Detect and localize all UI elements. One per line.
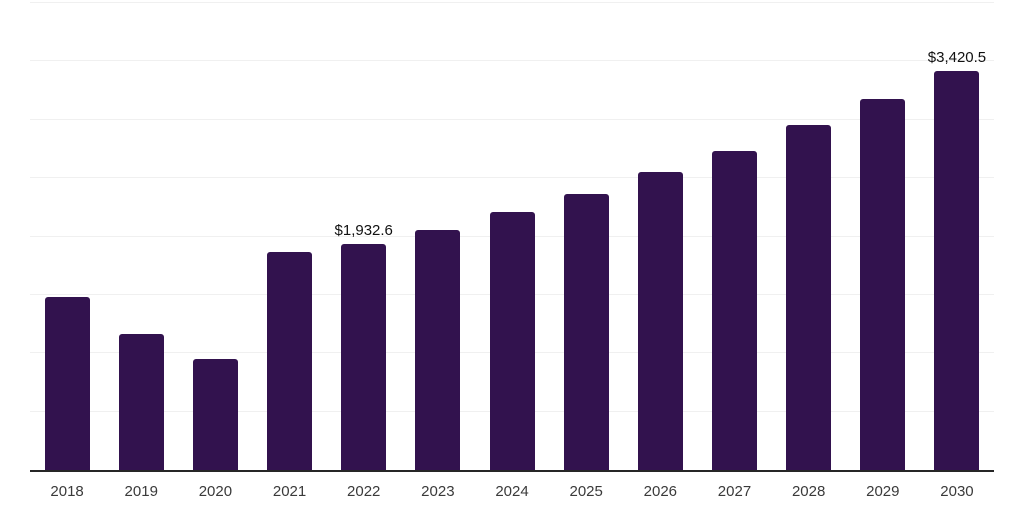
- x-tick-2021: 2021: [272, 483, 307, 500]
- x-tick-2027: 2027: [717, 483, 752, 500]
- bar-slot-2029: [846, 3, 920, 470]
- bar-slot-2030: $3,420.5: [920, 3, 994, 470]
- bar-2027[interactable]: [711, 150, 757, 470]
- bar-slot-2020: [178, 3, 252, 470]
- bar-slot-2023: [401, 3, 475, 470]
- gridline-4000: [30, 2, 994, 3]
- x-tick-2018: 2018: [50, 483, 84, 500]
- bar-slot-2022: $1,932.6: [327, 3, 401, 470]
- bars-row: $1,932.6 $3,420.5: [30, 3, 994, 470]
- x-tick-2024: 2024: [495, 483, 529, 500]
- gridline-2500: [30, 177, 994, 179]
- value-label-2022: $1,932.6: [334, 222, 393, 240]
- x-tick-2023: 2023: [421, 483, 455, 500]
- bar-slot-2024: [475, 3, 549, 470]
- x-tick-2028: 2028: [791, 483, 826, 500]
- plot-area: $1,932.6 $3,420.5: [30, 2, 994, 472]
- bar-2018[interactable]: [44, 297, 90, 470]
- bar-slot-2019: [104, 3, 178, 470]
- bar-slot-2027: [697, 3, 771, 470]
- bar-2024[interactable]: [489, 211, 535, 470]
- gridline-3000: [30, 118, 994, 120]
- bar-2020[interactable]: [192, 359, 238, 470]
- bar-slot-2028: [772, 3, 846, 470]
- bar-2019[interactable]: [118, 334, 164, 470]
- bar-slot-2018: [30, 3, 104, 470]
- x-tick-2022: 2022: [347, 483, 381, 500]
- x-tick-2026: 2026: [643, 483, 678, 500]
- bar-slot-2026: [623, 3, 697, 470]
- bar-2028[interactable]: [786, 124, 832, 470]
- bar-2029[interactable]: [860, 99, 906, 470]
- x-tick-2025: 2025: [569, 483, 603, 500]
- x-axis: 2018 2019 2020 2021 2022 2023 2024 2025 2026 2027…: [30, 472, 994, 500]
- bar-2026[interactable]: [637, 172, 683, 470]
- x-tick-2029: 2029: [866, 483, 900, 500]
- bar-2023[interactable]: [415, 229, 461, 470]
- x-tick-2019: 2019: [124, 483, 158, 500]
- bar-2021[interactable]: [267, 252, 313, 470]
- x-tick-2030: 2030: [940, 483, 974, 500]
- bar-slot-2025: [549, 3, 623, 470]
- x-tick-2020: 2020: [198, 483, 233, 500]
- bar-2022[interactable]: $1,932.6: [335, 222, 393, 470]
- value-label-2030: $3,420.5: [927, 48, 987, 66]
- bar-2025[interactable]: [563, 193, 609, 470]
- gridline-3500: [30, 60, 994, 62]
- bar-slot-2021: [252, 3, 326, 470]
- bar-2030[interactable]: $3,420.5: [928, 49, 986, 470]
